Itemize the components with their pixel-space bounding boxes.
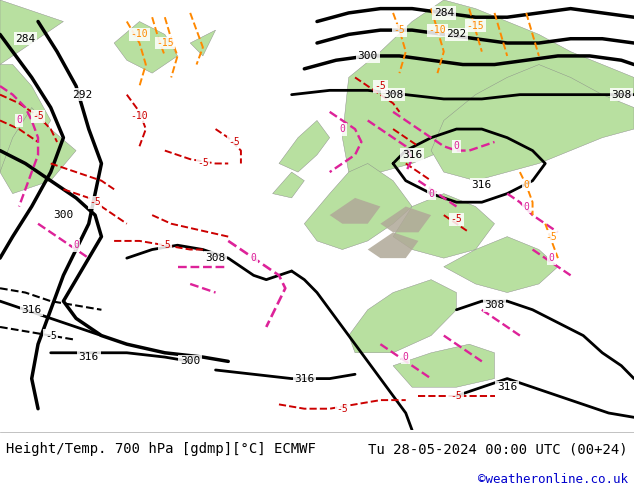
Polygon shape bbox=[342, 0, 634, 181]
Polygon shape bbox=[349, 280, 456, 353]
Text: 0: 0 bbox=[453, 141, 460, 151]
Text: -5: -5 bbox=[394, 25, 405, 35]
Text: -15: -15 bbox=[467, 21, 484, 31]
Text: 300: 300 bbox=[53, 210, 74, 220]
Text: -10: -10 bbox=[131, 29, 148, 39]
Text: 0: 0 bbox=[16, 116, 22, 125]
Text: -5: -5 bbox=[375, 81, 386, 91]
Polygon shape bbox=[279, 121, 330, 172]
Text: 300: 300 bbox=[180, 356, 200, 367]
Text: 0: 0 bbox=[73, 240, 79, 250]
Text: ©weatheronline.co.uk: ©weatheronline.co.uk bbox=[477, 473, 628, 486]
Text: -5: -5 bbox=[197, 158, 209, 169]
Polygon shape bbox=[368, 232, 418, 258]
Text: 300: 300 bbox=[358, 51, 378, 61]
Text: 0: 0 bbox=[523, 180, 529, 190]
Polygon shape bbox=[393, 194, 495, 258]
Text: Height/Temp. 700 hPa [gdmp][°C] ECMWF: Height/Temp. 700 hPa [gdmp][°C] ECMWF bbox=[6, 442, 316, 456]
Polygon shape bbox=[0, 108, 76, 194]
Text: -15: -15 bbox=[156, 38, 174, 48]
Text: 284: 284 bbox=[15, 34, 36, 44]
Text: 316: 316 bbox=[472, 180, 492, 190]
Text: 0: 0 bbox=[339, 124, 346, 134]
Text: -10: -10 bbox=[131, 111, 148, 121]
Text: -5: -5 bbox=[546, 232, 557, 242]
Polygon shape bbox=[273, 172, 304, 198]
Text: -5: -5 bbox=[45, 331, 56, 341]
Text: 0: 0 bbox=[428, 189, 434, 198]
Text: -5: -5 bbox=[159, 240, 171, 250]
Polygon shape bbox=[393, 344, 495, 387]
Text: -5: -5 bbox=[32, 111, 44, 121]
Polygon shape bbox=[114, 22, 178, 73]
Text: -5: -5 bbox=[451, 215, 462, 224]
Text: 308: 308 bbox=[205, 253, 226, 263]
Text: 308: 308 bbox=[383, 90, 403, 99]
Text: 292: 292 bbox=[72, 90, 93, 99]
Polygon shape bbox=[431, 65, 634, 181]
Polygon shape bbox=[330, 198, 380, 224]
Text: 308: 308 bbox=[611, 90, 631, 99]
Polygon shape bbox=[190, 30, 216, 56]
Text: 0: 0 bbox=[548, 253, 555, 263]
Text: -5: -5 bbox=[451, 391, 462, 401]
Polygon shape bbox=[0, 0, 63, 65]
Polygon shape bbox=[304, 164, 412, 249]
Polygon shape bbox=[0, 65, 51, 172]
Text: 316: 316 bbox=[294, 373, 314, 384]
Text: 308: 308 bbox=[484, 300, 505, 311]
Text: 292: 292 bbox=[446, 29, 467, 39]
Text: -10: -10 bbox=[429, 25, 446, 35]
Text: -5: -5 bbox=[89, 197, 101, 207]
Text: 316: 316 bbox=[22, 305, 42, 315]
Text: Tu 28-05-2024 00:00 UTC (00+24): Tu 28-05-2024 00:00 UTC (00+24) bbox=[368, 442, 628, 456]
Text: -5: -5 bbox=[337, 404, 348, 414]
Polygon shape bbox=[444, 237, 558, 293]
Text: -5: -5 bbox=[229, 137, 240, 147]
Text: 316: 316 bbox=[402, 150, 422, 160]
Text: 0: 0 bbox=[250, 253, 257, 263]
Text: 316: 316 bbox=[79, 352, 99, 362]
Text: 0: 0 bbox=[523, 201, 529, 212]
Text: 284: 284 bbox=[434, 8, 454, 18]
Text: 0: 0 bbox=[403, 352, 409, 362]
Polygon shape bbox=[380, 206, 431, 232]
Text: 316: 316 bbox=[497, 382, 517, 392]
